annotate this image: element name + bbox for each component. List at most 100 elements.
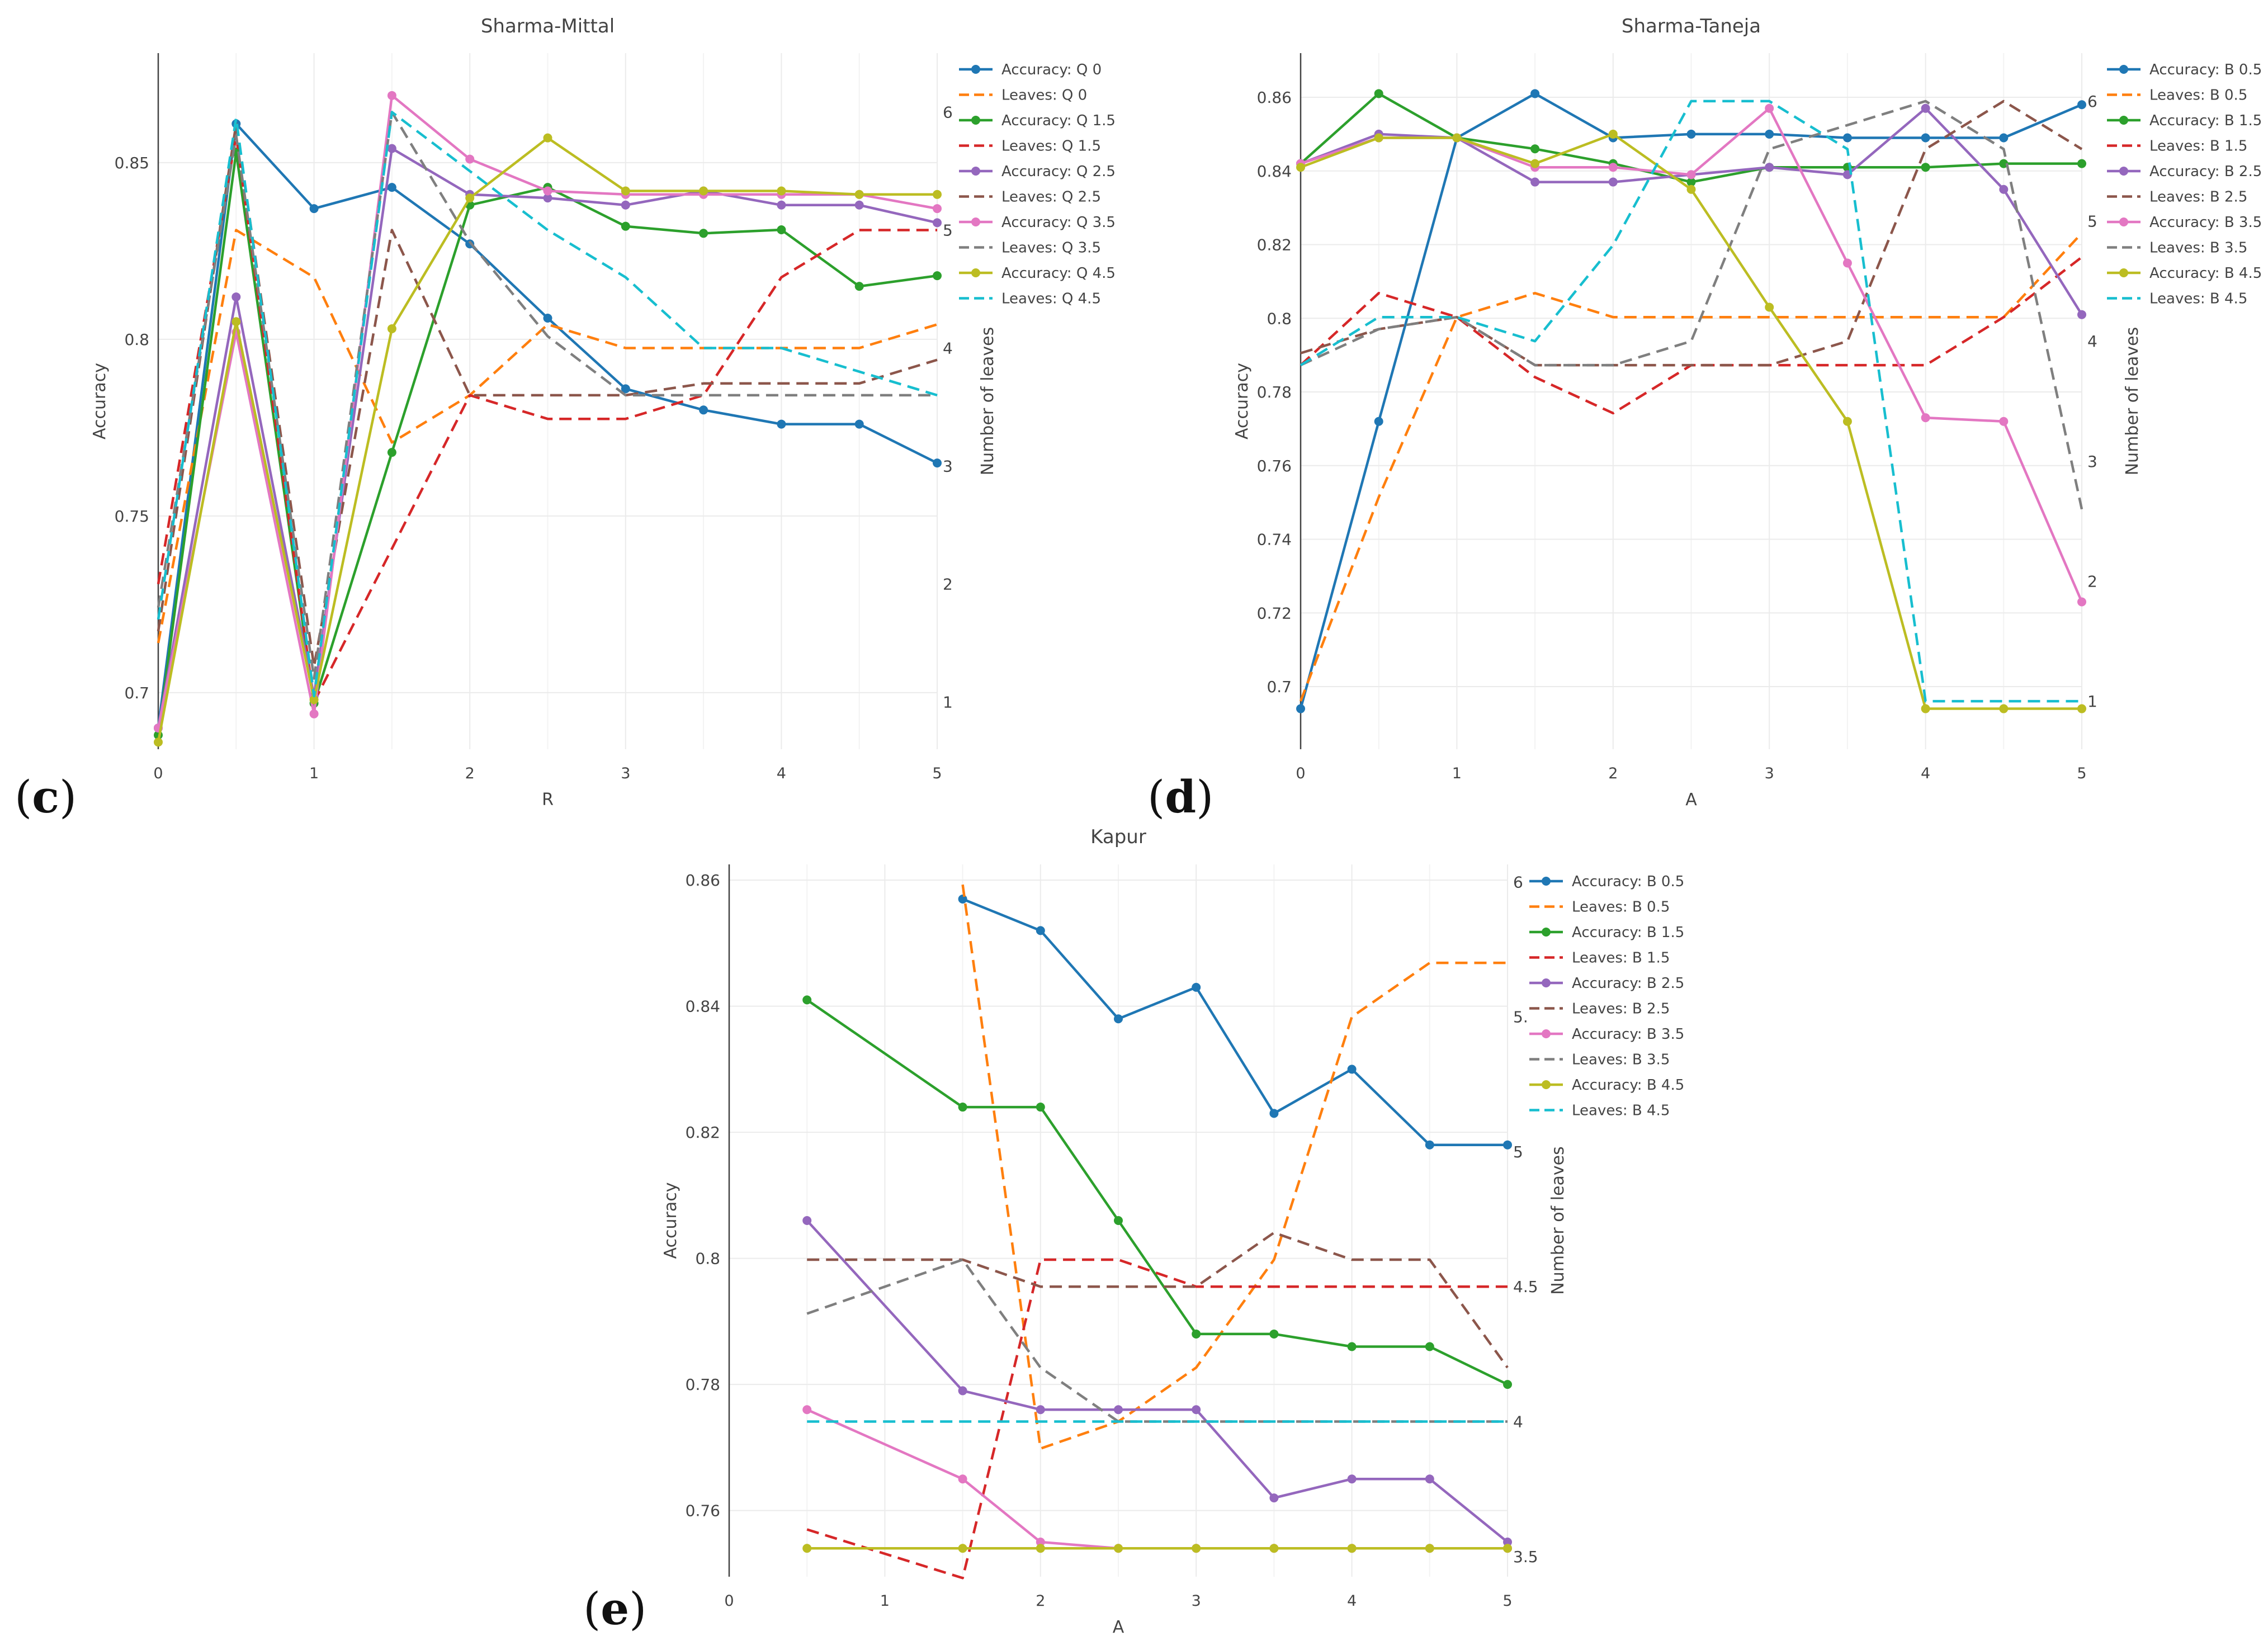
data-point-accuracy-b-1-5	[1374, 89, 1383, 98]
legend-marker	[2119, 65, 2128, 74]
legend-marker	[971, 217, 980, 226]
y2-tick-label: 4	[2087, 332, 2097, 351]
data-point-accuracy-q-1-5	[699, 229, 708, 238]
legend-label: Accuracy: Q 2.5	[1001, 163, 1116, 180]
x-tick-label: 0	[1296, 765, 1305, 782]
x-tick-label: 5	[932, 765, 942, 782]
y-tick-label: 0.74	[1257, 531, 1292, 549]
x-axis-title: A	[1113, 1618, 1124, 1637]
data-point-accuracy-b-1-5	[802, 995, 812, 1005]
x-tick-label: 3	[621, 765, 630, 782]
series-line-accuracy-b-1-5	[806, 999, 1508, 1386]
legend-label: Leaves: B 4.5	[1572, 1103, 1670, 1119]
y-tick-label: 0.8	[695, 1250, 720, 1268]
data-point-accuracy-q-3-5	[933, 204, 942, 214]
y2-tick-label: 2	[2087, 572, 2097, 590]
data-point-accuracy-b-1-5	[2077, 159, 2086, 168]
series-line-leaves-b-0-5	[961, 884, 1508, 1450]
data-point-accuracy-b-0-5	[1765, 129, 1774, 139]
panel-label-e: (e)	[583, 1582, 647, 1635]
legend-label: Accuracy: B 3.5	[1572, 1026, 1684, 1043]
legend-marker	[971, 65, 980, 74]
x-tick-label: 0	[724, 1592, 734, 1610]
legend-label: Accuracy: B 0.5	[2149, 62, 2262, 78]
data-point-accuracy-b-2-5	[1269, 1493, 1279, 1503]
data-point-accuracy-q-2-5	[387, 144, 396, 153]
data-point-accuracy-b-4-5	[1608, 129, 1618, 139]
plot-e: 0 1 2 3 4 5 0.76 0.78 0.8 0.82 0.84 0.86 3.5 4 4.5 5 5. 6…	[661, 826, 1684, 1637]
legend-label: Accuracy: Q 0	[1001, 62, 1102, 78]
y2-tick-label: 2	[943, 575, 953, 594]
data-point-accuracy-b-0-5	[1921, 133, 1930, 143]
legend-label: Leaves: B 3.5	[2149, 240, 2247, 257]
x-axis-title: R	[542, 790, 554, 810]
data-point-accuracy-b-1-5	[958, 1103, 967, 1112]
data-point-accuracy-b-4-5	[1452, 133, 1462, 143]
data-point-accuracy-b-0-5	[1503, 1140, 1512, 1150]
x-tick-label: 1	[880, 1592, 890, 1610]
data-point-accuracy-b-2-5	[1036, 1405, 1045, 1415]
legend-marker	[1542, 877, 1551, 886]
data-point-accuracy-q-1-5	[777, 225, 786, 234]
x-tick-label: 3	[1765, 765, 1774, 782]
data-point-accuracy-b-2-5	[1608, 177, 1618, 187]
data-point-accuracy-q-4-5	[621, 186, 630, 196]
legend-marker	[1542, 1029, 1551, 1038]
data-point-accuracy-q-2-5	[777, 200, 786, 210]
series-line-leaves-b-4-5	[1300, 100, 2082, 703]
legend-marker	[2119, 217, 2128, 226]
data-point-accuracy-q-4-5	[387, 324, 396, 333]
y2-tick-label: 1	[943, 693, 953, 712]
data-point-accuracy-b-3-5	[1999, 417, 2009, 426]
y-axis-title: Accuracy	[661, 1183, 681, 1259]
y-tick-label: 0.82	[686, 1123, 720, 1142]
data-point-accuracy-b-1-5	[1347, 1342, 1357, 1351]
y2-tick-label: 4	[943, 339, 953, 358]
chart-title: Sharma-Taneja	[1622, 15, 1761, 37]
y2-tick-label: 5	[2087, 212, 2097, 231]
data-point-accuracy-q-4-5	[933, 190, 942, 199]
data-point-accuracy-b-0-5	[1686, 129, 1696, 139]
y-axis-title: Accuracy	[1232, 363, 1252, 439]
data-point-accuracy-b-4-5	[1765, 302, 1774, 312]
legend-label: Accuracy: B 1.5	[1572, 924, 1684, 941]
data-point-accuracy-b-1-5	[1530, 144, 1540, 154]
legend-label: Accuracy: B 4.5	[1572, 1077, 1684, 1094]
y2-tick-label: 4	[1513, 1413, 1523, 1431]
data-point-accuracy-b-4-5	[1374, 133, 1383, 143]
legend-label: Leaves: Q 2.5	[1001, 189, 1101, 206]
series-line-leaves-b-1-5	[806, 1258, 1508, 1579]
data-point-accuracy-b-3-5	[1765, 103, 1774, 113]
y-tick-label: 0.86	[1257, 88, 1292, 107]
data-point-accuracy-q-2-5	[854, 200, 864, 210]
y2-axis-title: Number of leaves	[2123, 327, 2142, 476]
series-line-accuracy-b-0-5	[962, 897, 1508, 1146]
data-point-accuracy-b-4-5	[1921, 704, 1930, 713]
legend-marker	[2119, 268, 2128, 277]
data-point-accuracy-b-4-5	[1425, 1544, 1434, 1553]
y-tick-label: 0.78	[1257, 383, 1292, 401]
data-point-accuracy-b-4-5	[2077, 704, 2086, 713]
data-point-accuracy-q-2-5	[231, 292, 241, 302]
data-point-accuracy-q-4-5	[309, 695, 319, 704]
data-point-accuracy-b-2-5	[1347, 1474, 1357, 1484]
x-tick-label: 1	[309, 765, 319, 782]
data-point-accuracy-b-4-5	[1686, 185, 1696, 194]
x-tick-label: 2	[1036, 1592, 1045, 1610]
y2-tick-label: 3	[2087, 452, 2097, 471]
data-point-accuracy-b-1-5	[1192, 1329, 1201, 1339]
y2-tick-label: 6	[943, 103, 953, 122]
y2-tick-label: 6	[1513, 873, 1523, 891]
data-point-accuracy-b-4-5	[1503, 1544, 1512, 1553]
data-point-accuracy-q-0	[387, 183, 396, 192]
data-point-accuracy-b-1-5	[1036, 1103, 1045, 1112]
data-point-accuracy-b-1-5	[1503, 1380, 1512, 1389]
data-point-accuracy-b-0-5	[1296, 704, 1305, 713]
data-point-accuracy-q-4-5	[231, 317, 241, 327]
series-line-leaves-b-0-5	[1299, 232, 2083, 702]
data-point-accuracy-b-0-5	[1374, 417, 1383, 426]
x-tick-label: 0	[153, 765, 163, 782]
series-line-leaves-b-2-5	[807, 1231, 1509, 1369]
x-tick-label: 4	[777, 765, 786, 782]
